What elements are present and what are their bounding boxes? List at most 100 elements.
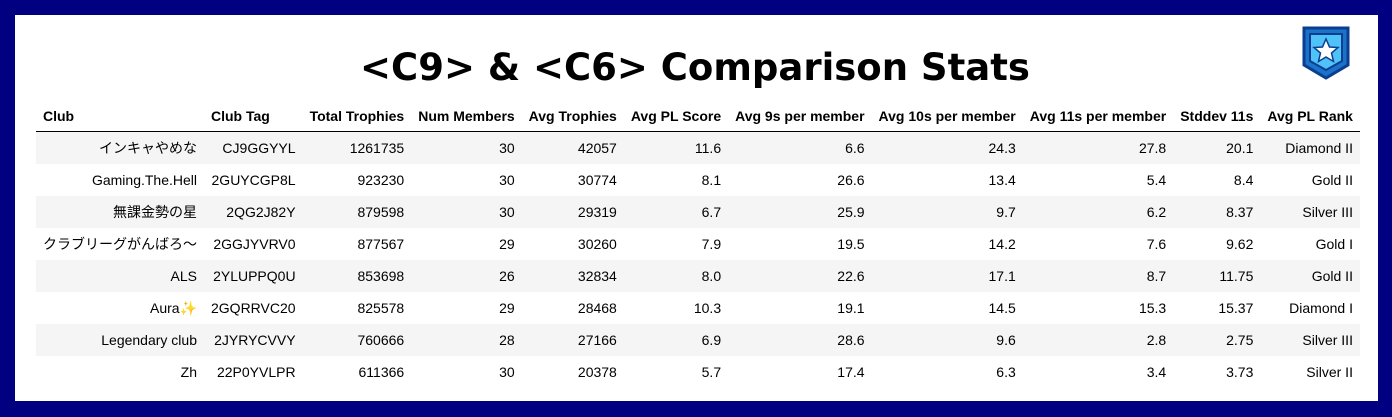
cell-avg-11s: 2.8 xyxy=(1022,324,1174,356)
cell-num-members: 30 xyxy=(411,131,522,164)
cell-avg-pl-rank: Diamond I xyxy=(1260,292,1360,324)
cell-num-members: 30 xyxy=(411,356,522,388)
cell-stddev-11s: 9.62 xyxy=(1173,228,1261,260)
cell-avg-10s: 9.7 xyxy=(871,196,1023,228)
table-row: Legendary club 2JYRYCVVY 760666 28 27166… xyxy=(36,324,1360,356)
cell-club: Zh xyxy=(36,356,204,388)
cell-avg-9s: 17.4 xyxy=(728,356,872,388)
column-header-avg-pl-rank: Avg PL Rank xyxy=(1260,100,1360,132)
column-header-club: Club xyxy=(36,100,204,132)
cell-avg-trophies: 30774 xyxy=(521,164,624,196)
cell-total-trophies: 611366 xyxy=(302,356,412,388)
cell-avg-pl-rank: Gold I xyxy=(1260,228,1360,260)
cell-avg-11s: 8.7 xyxy=(1022,260,1174,292)
cell-club-tag: CJ9GGYYL xyxy=(204,131,303,164)
cell-avg-pl-rank: Gold II xyxy=(1260,260,1360,292)
cell-avg-trophies: 27166 xyxy=(521,324,624,356)
cell-avg-pl-rank: Diamond II xyxy=(1260,131,1360,164)
cell-avg-pl-score: 6.7 xyxy=(623,196,729,228)
cell-num-members: 30 xyxy=(411,196,522,228)
cell-club: 無課金勢の星 xyxy=(36,196,204,228)
cell-avg-10s: 17.1 xyxy=(871,260,1023,292)
cell-num-members: 26 xyxy=(411,260,522,292)
cell-total-trophies: 877567 xyxy=(302,228,412,260)
cell-stddev-11s: 20.1 xyxy=(1173,131,1261,164)
cell-total-trophies: 760666 xyxy=(302,324,412,356)
cell-num-members: 30 xyxy=(411,164,522,196)
cell-avg-pl-score: 7.9 xyxy=(623,228,729,260)
page-title: <C9> & <C6> Comparison Stats xyxy=(360,46,1030,89)
cell-avg-pl-score: 6.9 xyxy=(623,324,729,356)
cell-total-trophies: 879598 xyxy=(302,196,412,228)
cell-club-tag: 2GUYCGP8L xyxy=(204,164,303,196)
cell-total-trophies: 1261735 xyxy=(302,131,412,164)
column-header-club-tag: Club Tag xyxy=(204,100,303,132)
cell-total-trophies: 853698 xyxy=(302,260,412,292)
cell-avg-pl-rank: Silver III xyxy=(1260,196,1360,228)
cell-stddev-11s: 8.4 xyxy=(1173,164,1261,196)
cell-avg-9s: 25.9 xyxy=(728,196,872,228)
cell-club-tag: 2YLUPPQ0U xyxy=(204,260,303,292)
cell-avg-10s: 14.2 xyxy=(871,228,1023,260)
cell-avg-11s: 3.4 xyxy=(1022,356,1174,388)
cell-avg-9s: 22.6 xyxy=(728,260,872,292)
cell-avg-pl-score: 11.6 xyxy=(623,131,729,164)
cell-avg-11s: 5.4 xyxy=(1022,164,1174,196)
cell-club-tag: 2GGJYVRV0 xyxy=(204,228,303,260)
column-header-avg-11s: Avg 11s per member xyxy=(1022,100,1174,132)
cell-avg-11s: 6.2 xyxy=(1022,196,1174,228)
cell-club-tag: 2QG2J82Y xyxy=(204,196,303,228)
table-row: ALS 2YLUPPQ0U 853698 26 32834 8.0 22.6 1… xyxy=(36,260,1360,292)
table-row: クラブリーグがんばろ～ 2GGJYVRV0 877567 29 30260 7.… xyxy=(36,228,1360,260)
cell-avg-pl-rank: Silver II xyxy=(1260,356,1360,388)
table-row: Zh 22P0YVLPR 611366 30 20378 5.7 17.4 6.… xyxy=(36,356,1360,388)
cell-stddev-11s: 11.75 xyxy=(1173,260,1261,292)
cell-avg-9s: 19.5 xyxy=(728,228,872,260)
cell-avg-trophies: 32834 xyxy=(521,260,624,292)
cell-club-tag: 2JYRYCVVY xyxy=(204,324,303,356)
cell-avg-9s: 6.6 xyxy=(728,131,872,164)
cell-club: Gaming.The.Hell xyxy=(36,164,204,196)
cell-avg-11s: 7.6 xyxy=(1022,228,1174,260)
cell-total-trophies: 923230 xyxy=(302,164,412,196)
cell-avg-trophies: 28468 xyxy=(521,292,624,324)
cell-num-members: 29 xyxy=(411,228,522,260)
cell-avg-10s: 6.3 xyxy=(871,356,1023,388)
cell-avg-10s: 24.3 xyxy=(871,131,1023,164)
cell-avg-pl-rank: Silver III xyxy=(1260,324,1360,356)
column-header-stddev-11s: Stddev 11s xyxy=(1173,100,1261,132)
table-row: Aura✨ 2GQRRVC20 825578 29 28468 10.3 19.… xyxy=(36,292,1360,324)
comparison-table: Club Club Tag Total Trophies Num Members… xyxy=(36,100,1360,388)
cell-stddev-11s: 15.37 xyxy=(1173,292,1261,324)
column-header-avg-pl-score: Avg PL Score xyxy=(623,100,729,132)
cell-avg-10s: 13.4 xyxy=(871,164,1023,196)
column-header-total-trophies: Total Trophies xyxy=(302,100,412,132)
cell-avg-10s: 9.6 xyxy=(871,324,1023,356)
cell-avg-trophies: 20378 xyxy=(521,356,624,388)
table-header-row: Club Club Tag Total Trophies Num Members… xyxy=(36,100,1360,132)
cell-club: Legendary club xyxy=(36,324,204,356)
cell-club: クラブリーグがんばろ～ xyxy=(36,228,204,260)
column-header-num-members: Num Members xyxy=(411,100,522,132)
cell-avg-pl-rank: Gold II xyxy=(1260,164,1360,196)
cell-total-trophies: 825578 xyxy=(302,292,412,324)
star-shield-badge-icon xyxy=(1301,25,1351,81)
column-header-avg-9s: Avg 9s per member xyxy=(728,100,872,132)
cell-club: インキャやめな xyxy=(36,131,204,164)
column-header-avg-trophies: Avg Trophies xyxy=(521,100,624,132)
stats-panel: <C9> & <C6> Comparison Stats Club Club T… xyxy=(15,15,1378,401)
column-header-avg-10s: Avg 10s per member xyxy=(871,100,1023,132)
cell-avg-pl-score: 8.0 xyxy=(623,260,729,292)
cell-avg-pl-score: 10.3 xyxy=(623,292,729,324)
cell-avg-trophies: 30260 xyxy=(521,228,624,260)
cell-club: ALS xyxy=(36,260,204,292)
cell-avg-9s: 26.6 xyxy=(728,164,872,196)
cell-avg-11s: 15.3 xyxy=(1022,292,1174,324)
table-row: Gaming.The.Hell 2GUYCGP8L 923230 30 3077… xyxy=(36,164,1360,196)
cell-avg-10s: 14.5 xyxy=(871,292,1023,324)
table-row: 無課金勢の星 2QG2J82Y 879598 30 29319 6.7 25.9… xyxy=(36,196,1360,228)
cell-avg-9s: 19.1 xyxy=(728,292,872,324)
cell-stddev-11s: 3.73 xyxy=(1173,356,1261,388)
cell-club-tag: 22P0YVLPR xyxy=(204,356,303,388)
cell-stddev-11s: 2.75 xyxy=(1173,324,1261,356)
